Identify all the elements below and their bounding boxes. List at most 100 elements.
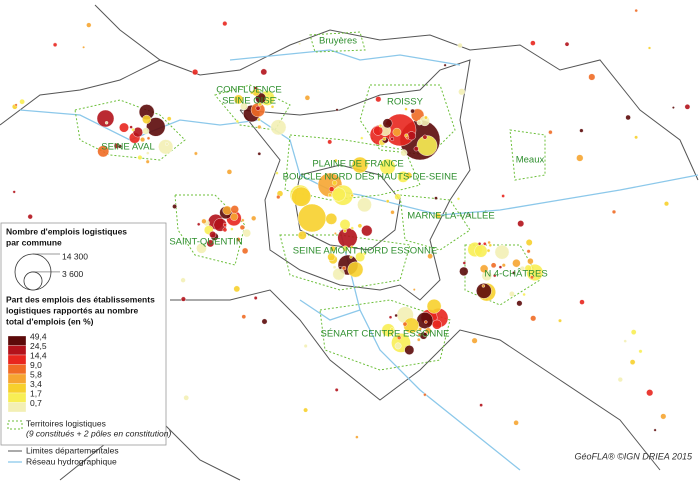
size-symbol [23,271,43,291]
commune-bubble [379,158,396,175]
commune-bubble [137,154,143,160]
commune-bubble [235,119,240,124]
commune-bubble [258,102,263,107]
commune-bubble [617,377,623,383]
commune-bubble [519,266,526,272]
commune-bubble [270,119,287,136]
commune-bubble [235,237,241,242]
commune-bubble [512,259,521,268]
commune-bubble [145,159,150,164]
commune-bubble [328,186,335,192]
class-swatch [7,345,27,356]
commune-bubble [180,277,186,283]
commune-bubble [250,91,254,95]
commune-bubble [588,73,596,81]
commune-bubble [525,239,533,246]
commune-bubble [404,345,415,355]
class-swatch [7,335,27,346]
commune-bubble [423,115,428,120]
legend-item: Territoires logistiques [26,418,106,428]
commune-bubble [233,285,241,293]
commune-bubble [357,223,363,229]
commune-bubble [325,213,338,225]
commune-bubble [19,98,25,105]
class-swatch [7,364,27,375]
commune-bubble [52,42,58,47]
commune-bubble [394,342,402,350]
commune-bubble [390,210,395,215]
commune-bubble [360,136,364,140]
commune-bubble [142,114,152,124]
commune-bubble [222,227,228,233]
commune-bubble [230,227,234,231]
commune-bubble [375,96,382,103]
commune-bubble [427,253,433,260]
class-label: 24,5 [30,341,47,351]
commune-bubble [222,21,228,27]
commune-bubble [458,88,466,96]
commune-bubble [512,271,516,275]
commune-bubble [253,296,258,300]
commune-bubble [490,262,497,269]
commune-bubble [96,109,115,128]
territory-swatch [7,420,23,430]
legend-title: Part des emplois des établissements [6,294,155,304]
place-label: SEINE AMONT NORD ESSONNE [293,246,437,257]
commune-bubble [335,108,339,112]
commune-bubble [357,197,372,213]
commune-bubble [240,102,248,111]
commune-bubble [405,172,413,179]
commune-bubble [347,261,364,278]
commune-bubble [394,193,402,201]
place-label: SEINE OISE [222,96,276,107]
place-label: N 4-CHÂTRES [484,269,547,280]
commune-bubble [479,403,483,407]
commune-bubble [394,313,398,318]
commune-bubble [481,284,486,288]
commune-bubble [241,247,249,255]
commune-bubble [672,106,675,110]
class-label: 14,4 [30,350,47,360]
commune-bubble [329,245,336,252]
class-label: 9,0 [30,360,42,370]
commune-bubble [146,117,166,137]
commune-bubble [660,413,667,420]
commune-bubble [424,327,432,335]
commune-bubble [233,94,244,105]
place-label: PLAINE DE FRANCE [312,159,403,170]
commune-bubble [508,291,515,297]
commune-bubble [388,315,393,319]
class-swatch [7,373,27,384]
commune-bubble [494,244,510,260]
commune-bubble [131,127,135,132]
commune-bubble [422,332,428,338]
commune-bubble [158,139,174,155]
commune-bubble [579,128,584,133]
commune-bubble [261,318,268,325]
commune-bubble [183,394,189,401]
commune-bubble [623,339,627,343]
commune-bubble [276,194,281,200]
class-label: 5,8 [30,369,42,379]
commune-bubble [426,298,442,314]
legend-title: Nombre d'emplois logistiques [6,226,127,236]
commune-bubble [251,215,257,221]
commune-bubble [625,114,631,121]
commune-bubble [355,435,359,439]
commune-bubble [382,118,393,129]
commune-bubble [389,327,395,332]
commune-bubble [342,228,347,233]
commune-bubble [119,122,129,133]
commune-bubble [434,212,442,220]
commune-bubble [487,240,491,245]
place-label: Meaux [516,155,545,166]
class-swatch [7,354,27,365]
legend-item: Réseau hydrographique [26,456,117,466]
commune-bubble [684,104,691,110]
commune-bubble [576,154,584,162]
commune-bubble [86,22,92,28]
class-swatch [7,383,27,394]
commune-bubble [242,228,252,238]
commune-bubble [526,249,531,254]
commune-bubble [410,108,415,114]
